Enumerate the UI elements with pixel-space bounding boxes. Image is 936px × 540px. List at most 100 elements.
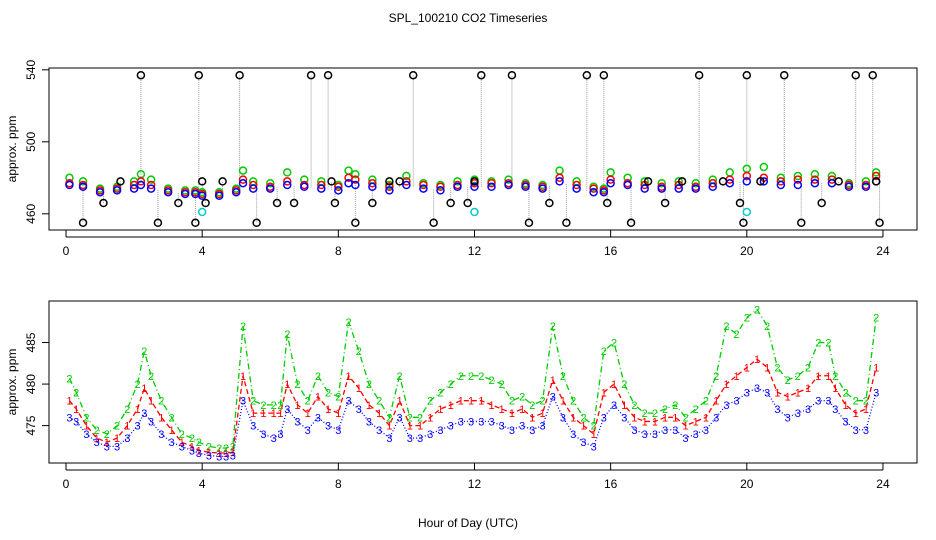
bottom-mid-marker: 1: [570, 412, 576, 424]
top-mid-point: [334, 182, 343, 192]
bottom-mid-marker: 1: [448, 400, 454, 412]
bottom-mid-marker: 1: [805, 383, 811, 395]
bottom-x-tick-label: 24: [876, 477, 890, 491]
top-upper-point: [657, 178, 666, 188]
top-flag-point: [470, 207, 479, 217]
bottom-upper-marker: 2: [335, 392, 341, 404]
bottom-lower-marker: 3: [591, 441, 597, 453]
top-raw-point: [477, 70, 486, 80]
bottom-upper-marker: 2: [550, 321, 556, 333]
top-upper-point: [402, 171, 411, 181]
bottom-upper-marker: 2: [832, 371, 838, 383]
bottom-lower-marker: 3: [335, 425, 341, 437]
top-lower-point: [283, 180, 292, 190]
top-raw-point: [235, 70, 244, 80]
bottom-upper-marker: 2: [148, 371, 154, 383]
bottom-mid-marker: 1: [260, 408, 266, 420]
top-x-tick-label: 16: [604, 244, 618, 258]
top-lower-point: [231, 187, 241, 197]
top-lower-point: [861, 182, 871, 192]
bottom-lower-marker: 3: [148, 416, 154, 428]
bottom-lower-marker: 3: [832, 404, 838, 416]
top-lower-point: [487, 182, 496, 192]
bottom-upper-marker: 2: [250, 396, 256, 408]
bottom-upper-marker: 2: [774, 362, 780, 374]
top-raw-point: [252, 218, 261, 228]
top-lower-point: [606, 178, 615, 188]
bottom-lower-marker: 3: [230, 451, 236, 463]
top-raw-point: [739, 218, 748, 228]
bottom-lower-marker: 3: [621, 412, 627, 424]
top-lower-point: [742, 177, 752, 186]
bottom-upper-marker: 2: [842, 387, 848, 399]
top-raw-point: [660, 198, 670, 208]
top-lower-point: [776, 180, 786, 190]
top-lower-point: [810, 178, 820, 188]
bottom-lower-marker: 3: [744, 387, 750, 399]
bottom-lower-marker: 3: [601, 412, 607, 424]
top-raw-point: [599, 70, 609, 80]
bottom-lower-marker: 3: [458, 416, 464, 428]
bottom-upper-marker: 2: [478, 371, 484, 383]
bottom-mid-marker: 1: [345, 371, 351, 383]
top-raw-point: [136, 70, 146, 80]
bottom-mid-marker: 1: [611, 379, 617, 391]
top-raw-point: [153, 218, 163, 228]
bottom-lower-marker: 3: [397, 412, 403, 424]
bottom-x-tick-label: 0: [63, 477, 70, 491]
top-raw-point: [78, 218, 88, 228]
top-y-tick-label: 460: [24, 203, 38, 223]
top-raw-point: [289, 198, 299, 208]
x-axis-label: Hour of Day (UTC): [418, 516, 518, 530]
top-y-tick-label: 500: [24, 131, 38, 151]
bottom-lower-marker: 3: [448, 421, 454, 433]
top-lower-point: [623, 180, 632, 190]
bottom-mid-marker: 1: [189, 441, 195, 453]
bottom-lower-marker: 3: [785, 412, 791, 424]
top-lower-point: [136, 180, 146, 190]
bottom-lower-marker: 3: [570, 429, 576, 441]
bottom-upper-marker: 2: [114, 421, 120, 433]
top-upper-point: [146, 175, 156, 184]
top-lower-point: [163, 187, 173, 197]
bottom-mid-marker: 1: [478, 396, 484, 408]
bottom-upper-marker: 2: [260, 400, 266, 412]
bottom-upper-marker: 2: [682, 412, 688, 424]
bottom-x-axis: 0 4 8 12 16 20 24: [63, 463, 890, 491]
bottom-lower-marker: 3: [478, 416, 484, 428]
top-lower-point: [78, 182, 88, 192]
top-mid-point: [810, 175, 820, 184]
top-raw-point: [718, 177, 728, 186]
top-mid-point: [742, 171, 752, 181]
top-lower-point: [436, 186, 445, 195]
bottom-lower-marker: 3: [73, 416, 79, 428]
bottom-mid-line: [68, 358, 877, 454]
bottom-lower-line: [69, 387, 877, 458]
top-raw-point: [545, 198, 554, 208]
bottom-lower-marker: 3: [114, 441, 120, 453]
bottom-lower-marker: 3: [642, 429, 648, 441]
top-x-tick-label: 20: [740, 244, 754, 258]
bottom-lower-marker: 3: [134, 421, 140, 433]
bottom-mid-marker: 1: [94, 433, 100, 445]
bottom-lower-marker: 3: [196, 448, 202, 460]
bottom-upper-marker: 2: [417, 412, 423, 424]
bottom-upper-marker: 2: [325, 387, 331, 399]
top-mid-point: [793, 175, 803, 184]
bottom-mid-marker: 1: [853, 408, 859, 420]
top-lower-point: [300, 182, 309, 192]
bottom-upper-marker: 2: [168, 412, 174, 424]
bottom-upper-marker: 2: [672, 400, 678, 412]
bottom-lower-marker: 3: [216, 451, 222, 463]
top-raw-point: [327, 177, 336, 186]
bottom-lower-marker: 3: [417, 433, 423, 445]
top-raw-point: [756, 177, 765, 186]
top-raw-point: [507, 70, 517, 80]
bottom-mid-marker: 1: [662, 412, 668, 424]
bottom-upper-marker: 2: [437, 387, 443, 399]
bottom-lower-marker: 3: [488, 416, 494, 428]
top-raw-point: [797, 218, 806, 228]
bottom-upper-marker: 2: [642, 408, 648, 420]
top-mid-point: [436, 182, 445, 192]
